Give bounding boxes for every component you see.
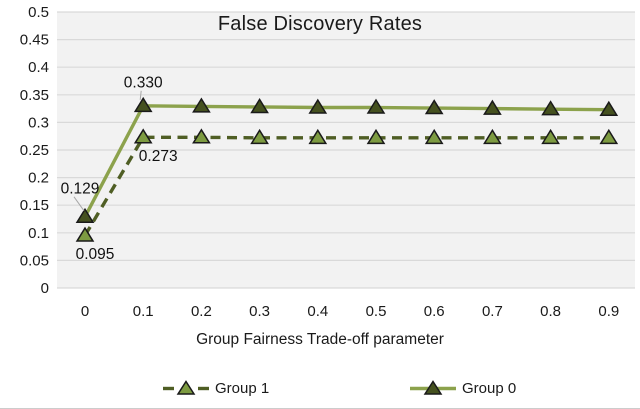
legend-glyph-svg [410,380,456,395]
x-tick-label: 0.9 [598,303,619,320]
y-tick-label: 0.25 [20,142,49,159]
legend-entry-group0: Group 0 [410,379,516,397]
y-tick-label: 0.4 [28,59,49,76]
y-tick-label: 0 [41,280,49,297]
y-tick-label: 0.05 [20,252,49,269]
chart-title: False Discovery Rates [217,13,423,35]
marker-triangle-group1 [250,128,269,145]
annotation-value-label: 0.095 [76,246,115,263]
marker-triangle-group1 [541,128,560,145]
legend-glyph-svg [163,380,209,395]
series-line-group0 [83,104,609,218]
annotation-leader-line [139,90,142,100]
marker-triangle-group0 [133,96,153,113]
y-tick-label: 0.2 [28,170,49,187]
marker-triangle-group1 [599,128,619,145]
x-tick-label: 0.5 [366,303,387,320]
x-tick-label: 0.3 [249,303,270,320]
y-tick-label: 0.45 [20,32,49,49]
y-tick-label: 0.5 [28,4,49,21]
annotation-value-label: 0.129 [61,180,100,197]
legend-entry-group1: Group 1 [163,379,269,397]
x-tick-label: 0.2 [191,303,212,320]
marker-triangle-group1 [75,226,95,242]
legend-marker-triangle [176,380,196,395]
marker-triangle-group0 [541,100,560,116]
x-tick-label: 0.7 [482,303,503,320]
marker-triangle-group1 [192,128,211,144]
x-tick-label: 0.6 [424,303,445,320]
x-tick-label: 0.1 [133,303,154,320]
marker-triangle-group1 [424,128,444,145]
marker-triangle-group0 [483,99,502,115]
marker-triangle-group0 [599,100,619,116]
marker-triangle-group0 [424,99,444,115]
marker-triangle-group1 [133,128,153,144]
series-line-group1 [83,135,609,237]
y-tick-label: 0.35 [20,87,49,104]
annotation-value-label: 0.273 [139,148,178,165]
legend-label-group1: Group 1 [215,379,270,397]
marker-triangle-group0 [75,207,95,224]
marker-triangle-group0 [308,98,328,114]
marker-triangle-group0 [366,98,386,114]
x-axis-title: Group Fairness Trade-off parameter [196,331,444,348]
marker-triangle-group0 [250,98,269,114]
legend-label-group0: Group 0 [462,379,517,397]
legend-dashed-line-triangle-icon [163,380,209,396]
y-tick-label: 0.1 [28,225,49,242]
annotation-leader-line [73,196,85,212]
legend-solid-line-triangle-icon [410,380,456,396]
marker-triangle-group1 [308,128,328,145]
x-tick-label: 0.8 [540,303,561,320]
x-tick-label: 0.4 [307,303,328,320]
legend-marker-triangle [423,380,443,395]
annotation-value-label: 0.330 [124,74,163,91]
marker-triangle-group1 [483,128,502,145]
x-tick-label: 0 [81,303,89,320]
y-tick-label: 0.15 [20,197,49,214]
marker-triangle-group1 [366,128,386,145]
marker-triangle-group0 [192,97,211,113]
y-tick-label: 0.3 [28,114,49,131]
